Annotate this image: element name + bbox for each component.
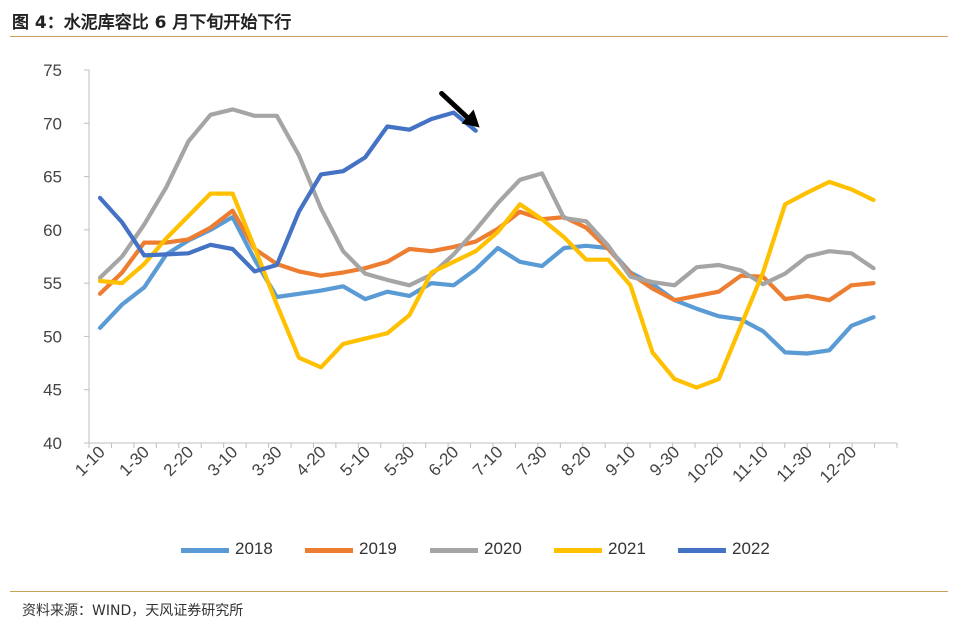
x-tick-label: 5-30	[381, 442, 418, 479]
y-tick-label: 70	[43, 114, 62, 133]
x-tick-label: 2-20	[160, 442, 197, 479]
x-tick-label: 11-10	[729, 442, 772, 485]
x-tick-label: 6-20	[425, 442, 462, 479]
title-divider	[10, 36, 948, 37]
y-tick-label: 75	[43, 61, 62, 80]
x-tick-label: 9-30	[646, 442, 683, 479]
series-line-2021	[97, 179, 876, 390]
chart-title: 图 4：水泥库容比 6 月下旬开始下行	[12, 13, 292, 33]
x-tick-label: 1-10	[71, 442, 108, 479]
y-tick-label: 55	[43, 274, 62, 293]
source-note: 资料来源：WIND，天风证券研究所	[22, 603, 244, 619]
legend-label: 2022	[732, 539, 770, 558]
y-tick-label: 60	[43, 221, 62, 240]
legend-label: 2018	[235, 539, 273, 558]
x-tick-label: 10-20	[683, 442, 727, 486]
y-tick-label: 40	[43, 434, 62, 453]
legend-label: 2021	[608, 539, 646, 558]
y-tick-labels: 40 45 50 55 60 65 70 75	[43, 61, 62, 453]
x-tick-label: 7-30	[513, 442, 550, 479]
x-tick-label: 4-20	[292, 442, 329, 479]
series-line-2019	[97, 208, 876, 303]
legend-swatch	[554, 548, 602, 553]
line-chart: 40 45 50 55 60 65 70 75 1-10 1-30 2-20 3-10 3-30 4-2…	[43, 61, 898, 487]
arrow-shaft	[439, 90, 473, 123]
x-tick-label: 12-20	[816, 442, 860, 486]
x-tick-label: 7-10	[469, 442, 506, 479]
legend-swatch	[678, 548, 726, 553]
x-tick-label: 1-30	[116, 442, 153, 479]
x-tick-label: 11-30	[773, 442, 816, 485]
x-tick-label: 9-10	[602, 442, 639, 479]
x-tick-label: 8-20	[558, 442, 595, 479]
x-tick-label: 3-10	[204, 442, 241, 479]
series-lines	[97, 107, 876, 390]
series-line-2022	[97, 110, 478, 274]
annotation-arrow-icon	[439, 90, 480, 128]
arrow-head	[461, 109, 480, 128]
y-tick-label: 50	[43, 327, 62, 346]
x-tick-label: 5-10	[337, 442, 374, 479]
legend-swatch	[430, 548, 478, 553]
legend-label: 2020	[484, 539, 522, 558]
y-tick-label: 45	[43, 381, 62, 400]
legend-swatch	[181, 548, 229, 553]
footer-divider	[10, 591, 948, 592]
legend-label: 2019	[359, 539, 397, 558]
chart-legend: 2018 2019 2020 2021 2022	[0, 538, 966, 562]
series-line-2020	[97, 107, 876, 288]
x-tick-label: 3-30	[248, 442, 285, 479]
y-tick-label: 65	[43, 168, 62, 187]
x-tick-labels: 1-10 1-30 2-20 3-10 3-30 4-20 5-10 5-30 6-20 7-10…	[71, 442, 860, 486]
legend-swatch	[305, 548, 353, 553]
axes	[84, 69, 898, 448]
